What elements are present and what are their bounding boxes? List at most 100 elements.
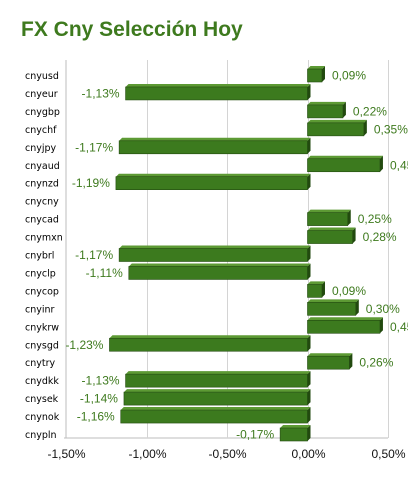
category-label: cnyusd	[25, 71, 59, 82]
category-label: cnysgd	[25, 340, 59, 351]
category-label: cnyeur	[25, 89, 58, 100]
bar-top	[307, 119, 367, 123]
bar-side	[307, 425, 311, 441]
bar	[118, 140, 308, 155]
bar	[307, 355, 350, 370]
category-label: cnytry	[25, 358, 55, 369]
bar	[307, 230, 353, 244]
bar-top	[307, 299, 359, 303]
bar-top	[307, 101, 346, 105]
chart-title: FX Cny Selección Hoy	[21, 18, 243, 41]
category-label: cnydkk	[25, 376, 59, 387]
bar	[115, 176, 308, 190]
bar-side	[342, 101, 346, 118]
bar-side	[355, 299, 359, 316]
category-label: cnynok	[25, 412, 60, 423]
bar-top	[307, 353, 353, 357]
bar-top	[307, 66, 325, 69]
bar	[307, 104, 344, 119]
value-label: 0,25%	[358, 212, 392, 226]
category-label: cnychf	[25, 125, 57, 136]
bar	[307, 319, 381, 334]
category-label: cnymxn	[25, 233, 63, 244]
bar	[307, 68, 323, 83]
x-tick-label: -1,00%	[128, 447, 166, 461]
value-label: 0,45	[390, 158, 408, 172]
bar-top	[123, 389, 311, 393]
bar-top	[307, 317, 383, 321]
value-label: -1,14%	[80, 392, 118, 406]
bar-side	[307, 83, 311, 100]
category-label: cnysek	[25, 394, 59, 405]
value-label: 0,35%	[374, 122, 408, 136]
bar-top	[125, 371, 311, 375]
x-tick-label: -1,50%	[47, 447, 85, 461]
value-label: -1,17%	[75, 140, 113, 154]
bar	[307, 212, 349, 226]
bar	[118, 248, 308, 262]
value-label: -0,17%	[236, 428, 274, 442]
x-tick-label: -0,50%	[208, 447, 246, 461]
bar-side	[307, 137, 311, 154]
x-tick-label: 0,00%	[291, 447, 325, 461]
bar-side	[349, 353, 353, 370]
bar-side	[307, 335, 311, 352]
bar-top	[109, 335, 311, 339]
category-label: cnyclp	[25, 268, 56, 279]
bar	[307, 158, 381, 173]
bar-side	[307, 389, 311, 406]
value-label: 0,26%	[359, 356, 393, 370]
bar-top	[119, 137, 311, 141]
bar-side	[363, 119, 367, 136]
category-label: cnycad	[25, 215, 59, 226]
bar	[307, 302, 357, 316]
bar-top	[307, 281, 325, 285]
bar-side	[379, 317, 383, 334]
category-label: cnykrw	[25, 322, 59, 333]
bar-side	[307, 263, 311, 280]
bar	[125, 86, 308, 101]
category-label: cnycop	[25, 286, 59, 297]
category-label: cnyaud	[25, 161, 60, 172]
value-label: 0,09%	[332, 284, 366, 298]
bar-top	[307, 155, 383, 159]
category-label: cnycny	[25, 197, 59, 208]
value-label: 0,09%	[332, 69, 366, 83]
category-label: cnyjpy	[25, 143, 57, 154]
bar	[109, 337, 308, 352]
category-label: cnygbp	[25, 107, 60, 118]
bar	[123, 391, 308, 406]
bar-top	[120, 407, 311, 411]
category-label: cnybrl	[25, 251, 54, 262]
value-label: 0,45	[390, 320, 408, 334]
bar-side	[352, 227, 356, 244]
bar-top	[307, 209, 351, 213]
bar-side	[321, 66, 325, 82]
category-label: cnynzd	[25, 179, 59, 190]
bar-top	[128, 263, 311, 267]
value-label: -1,13%	[82, 86, 120, 100]
x-tick-label: 0,50%	[371, 447, 405, 461]
value-label: 0,28%	[363, 230, 397, 244]
value-label: -1,16%	[77, 410, 115, 424]
bar	[307, 122, 365, 137]
bar-side	[307, 371, 311, 388]
bar-top	[280, 425, 311, 428]
bar-side	[307, 173, 311, 190]
category-label: cnypln	[25, 430, 57, 441]
bar-side	[379, 155, 383, 172]
value-label: -1,13%	[82, 374, 120, 388]
bar-top	[115, 173, 311, 177]
bar	[125, 373, 308, 388]
value-label: 0,30%	[366, 302, 400, 316]
value-label: -1,23%	[65, 338, 103, 352]
value-label: 0,22%	[353, 104, 387, 118]
bar	[120, 409, 308, 424]
bar-top	[307, 227, 356, 231]
bar-side	[321, 281, 325, 298]
bar-top	[125, 83, 311, 87]
bar-top	[119, 245, 311, 249]
bar-side	[307, 245, 311, 262]
